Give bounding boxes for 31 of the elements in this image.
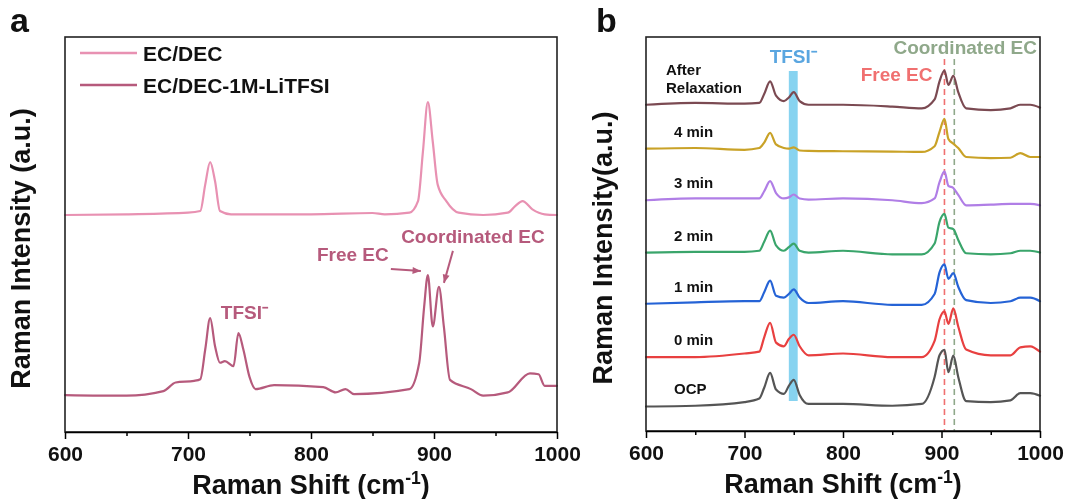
series-label: 4 min <box>674 122 714 140</box>
x-tick-label: 600 <box>47 441 84 465</box>
series-label: OCP <box>674 380 707 398</box>
series-label: 1 min <box>674 277 714 295</box>
legend-label: EC/DEC-1M-LiTFSI <box>143 74 330 97</box>
x-tick-label: 700 <box>727 440 763 464</box>
ref-line-label: Free EC <box>860 64 933 85</box>
y-axis-title: Raman Intensity(a.u.) <box>588 111 618 385</box>
x-tick-label: 800 <box>825 440 862 464</box>
x-tick-label: 1000 <box>1017 440 1064 464</box>
annotation: Free EC <box>316 244 390 265</box>
annotation: Coordinated EC <box>401 225 545 247</box>
x-tick-label: 800 <box>293 441 330 465</box>
x-axis-title: Raman Shift (cm$^{-1}$) <box>192 468 430 499</box>
x-tick-label: 600 <box>628 440 665 464</box>
series-label: After Relaxation <box>666 60 742 96</box>
series-label: 3 min <box>674 174 714 192</box>
x-tick-label: 1000 <box>534 441 581 465</box>
band-label: TFSI⁻ <box>769 46 818 67</box>
x-tick-label: 900 <box>416 441 453 465</box>
chart-title: b <box>596 1 617 39</box>
series-label: 0 min <box>674 331 714 349</box>
chart-title: a <box>10 1 30 39</box>
x-tick-label: 700 <box>170 441 207 465</box>
annotation: TFSI⁻ <box>220 302 270 324</box>
x-tick-label: 900 <box>924 440 960 464</box>
legend-label: EC/DEC <box>143 42 223 65</box>
y-axis-title: Raman Intensity (a.u.) <box>6 108 36 389</box>
series-label: 2 min <box>674 226 714 244</box>
ref-line-label: Coordinated EC <box>893 37 1038 58</box>
x-axis-title: Raman Shift (cm$^{-1}$) <box>724 467 962 499</box>
